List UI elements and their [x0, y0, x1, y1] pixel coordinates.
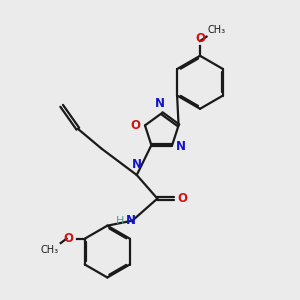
Text: O: O: [131, 119, 141, 132]
Text: O: O: [195, 32, 205, 45]
Text: CH₃: CH₃: [208, 25, 226, 35]
Text: N: N: [176, 140, 186, 153]
Text: O: O: [177, 192, 187, 205]
Text: CH₃: CH₃: [41, 244, 59, 254]
Text: N: N: [132, 158, 142, 172]
Text: N: N: [155, 97, 165, 110]
Text: O: O: [64, 232, 74, 245]
Text: H: H: [116, 216, 124, 226]
Text: N: N: [126, 214, 136, 227]
